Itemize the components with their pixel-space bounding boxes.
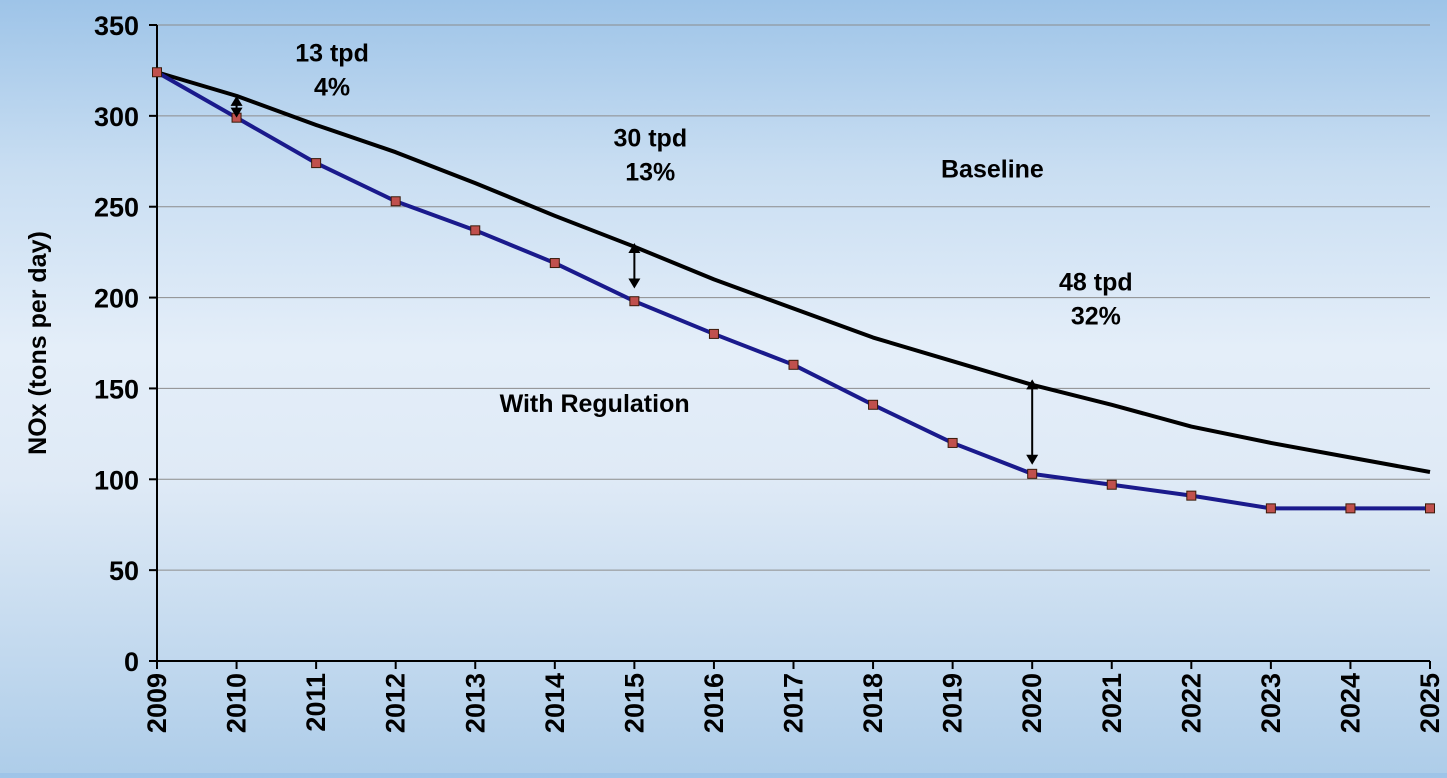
annotations: 13 tpd 4% 30 tpd 13% 48 tpd 32% <box>230 39 1133 465</box>
data-point <box>549 258 560 269</box>
series-labels: Baseline With Regulation <box>500 156 1044 418</box>
data-point <box>868 399 879 410</box>
x-tick-label: 2014 <box>540 673 570 733</box>
data-point <box>390 196 401 207</box>
arrowhead-down-icon <box>230 107 243 118</box>
x-tick-label: 2019 <box>938 673 968 733</box>
annotation-label: 4% <box>314 73 350 101</box>
data-point <box>1265 503 1276 514</box>
data-point <box>1106 479 1117 490</box>
y-tick-label: 300 <box>94 102 139 132</box>
data-point <box>947 437 958 448</box>
data-point <box>152 67 162 78</box>
x-tick-labels: 2009 2010 2011 2012 2013 2014 2015 2016 2017 2018… <box>142 673 1445 733</box>
x-tick-label: 2016 <box>699 673 729 733</box>
axes <box>149 24 1431 669</box>
x-tick-label: 2020 <box>1017 673 1047 733</box>
annotation-label: 13 tpd <box>295 39 369 67</box>
arrowhead-up-icon <box>230 95 243 106</box>
annotation-label: 30 tpd <box>613 125 687 153</box>
x-tick-label: 2023 <box>1256 673 1286 733</box>
x-tick-label: 2017 <box>779 673 809 733</box>
x-tick-label: 2010 <box>222 673 252 733</box>
annotation-label: 48 tpd <box>1059 268 1133 296</box>
x-tick-label: 2015 <box>619 673 649 733</box>
x-tick-label: 2013 <box>460 673 490 733</box>
y-tick-label: 350 <box>94 11 139 41</box>
series-group <box>152 67 1435 514</box>
gridlines <box>157 24 1430 571</box>
annotation-label: 13% <box>625 159 675 187</box>
arrowhead-down-icon <box>628 278 641 289</box>
y-tick-label: 150 <box>94 374 139 404</box>
arrowhead-down-icon <box>1026 454 1039 465</box>
data-point <box>1345 503 1356 514</box>
x-tick-label: 2009 <box>142 673 172 733</box>
data-point <box>1027 468 1038 479</box>
data-point <box>311 158 322 169</box>
x-tick-label: 2024 <box>1335 673 1365 733</box>
y-tick-label: 0 <box>124 647 139 677</box>
data-point <box>470 225 481 236</box>
series-label: Baseline <box>941 156 1044 184</box>
data-point <box>788 359 799 370</box>
x-tick-label: 2021 <box>1097 673 1127 733</box>
annotation-label: 32% <box>1071 302 1121 330</box>
y-tick-labels: 0 50 100 150 200 250 300 350 <box>94 11 139 677</box>
y-tick-label: 200 <box>94 284 139 314</box>
y-tick-label: 100 <box>94 465 139 495</box>
y-axis-label: NOx (tons per day) <box>24 231 52 455</box>
y-tick-label: 250 <box>94 193 139 223</box>
x-tick-label: 2012 <box>381 673 411 733</box>
series-label: With Regulation <box>500 390 690 418</box>
x-tick-label: 2025 <box>1415 673 1445 733</box>
arrowhead-up-icon <box>1026 379 1039 390</box>
x-tick-label: 2022 <box>1176 673 1206 733</box>
x-tick-label: 2011 <box>301 673 331 732</box>
data-point <box>708 328 719 339</box>
data-point <box>629 296 640 307</box>
baseline-line <box>156 70 1431 474</box>
x-tick-label: 2018 <box>858 673 888 733</box>
data-point <box>1186 490 1197 501</box>
arrowhead-up-icon <box>628 243 641 254</box>
y-tick-label: 50 <box>109 556 139 586</box>
data-point <box>1425 503 1435 514</box>
